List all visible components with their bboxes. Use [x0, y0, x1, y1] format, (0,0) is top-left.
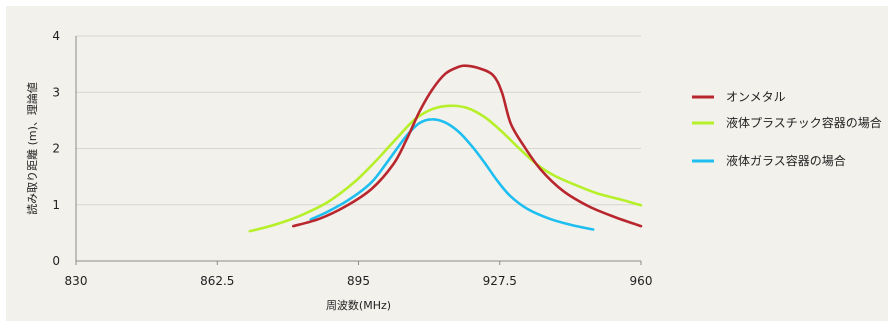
y-axis: 0 1 2 3 4 [52, 29, 77, 268]
frequency-range-chart: 0 1 2 3 4 830 862.5 895 927.5 960 周波数(MHz) 読み取り距… [25, 29, 882, 312]
legend-label: オンメタル [726, 90, 786, 104]
x-tick-label: 862.5 [200, 274, 234, 288]
y-tick-label: 4 [52, 29, 60, 43]
y-tick-label: 0 [52, 254, 60, 268]
legend-item-3: 液体ガラス容器の場合 [692, 153, 846, 168]
x-tick-label: 927.5 [483, 274, 517, 288]
y-tick-label: 2 [52, 142, 60, 156]
series-lines [248, 64, 643, 233]
legend-label: 液体ガラス容器の場合 [726, 153, 846, 168]
series-line-2 [248, 104, 643, 233]
chart-area: 0 1 2 3 4 830 862.5 895 927.5 960 周波数(MHz) 読み取り距… [6, 6, 888, 321]
x-tick-label: 895 [347, 274, 370, 288]
y-axis-title: 読み取り距離 (m)、理論値 [25, 82, 39, 215]
legend-label: 液体プラスチック容器の場合 [726, 115, 882, 130]
y-tick-label: 3 [52, 85, 60, 99]
x-tick-label: 830 [65, 274, 88, 288]
y-tick-label: 1 [52, 198, 60, 212]
x-tick-label: 960 [630, 274, 653, 288]
grid-lines [76, 35, 641, 206]
x-axis: 830 862.5 895 927.5 960 [65, 260, 653, 288]
legend-item-1: オンメタル [692, 90, 786, 104]
x-axis-title: 周波数(MHz) [326, 299, 391, 312]
series-line-3 [309, 117, 595, 231]
series-line-1 [292, 64, 643, 228]
legend-item-2: 液体プラスチック容器の場合 [692, 115, 882, 130]
